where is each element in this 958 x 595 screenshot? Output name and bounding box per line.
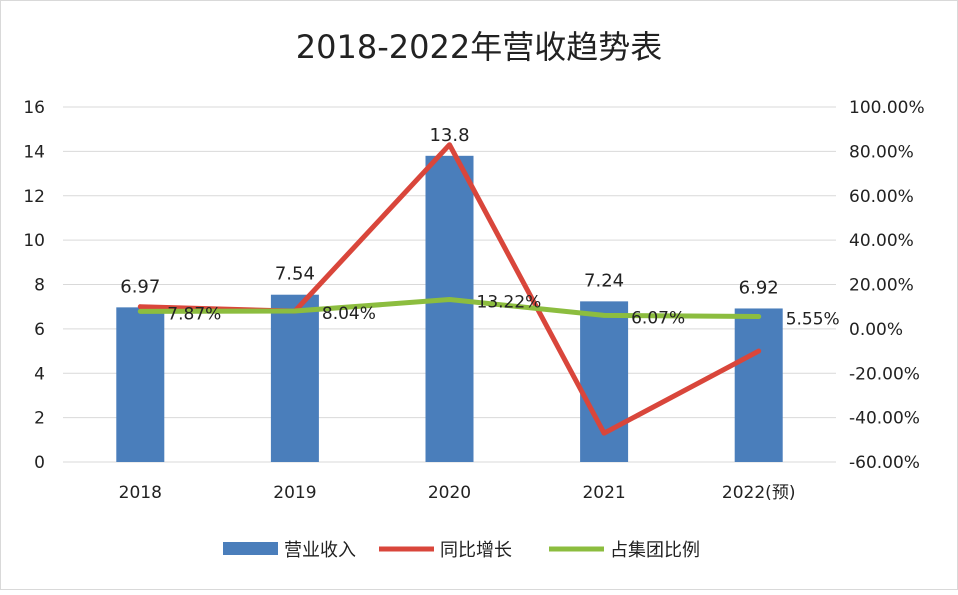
left-tick-label: 0	[34, 453, 45, 473]
left-tick-label: 8	[34, 276, 45, 296]
right-tick-label: -40.00%	[849, 409, 920, 429]
left-tick-label: 10	[23, 231, 45, 251]
line-data-label: 13.22%	[477, 293, 542, 313]
left-tick-label: 12	[23, 187, 45, 207]
bar-2018	[116, 307, 164, 462]
left-tick-label: 4	[34, 364, 45, 384]
legend-label: 营业收入	[284, 540, 356, 561]
x-tick-label: 2018	[119, 483, 162, 503]
bar-2021	[580, 301, 628, 462]
left-tick-label: 16	[23, 98, 45, 118]
left-tick-label: 14	[23, 142, 45, 162]
legend-swatch	[223, 542, 278, 555]
left-tick-label: 6	[34, 320, 45, 340]
line-data-label: 7.87%	[167, 304, 221, 324]
right-tick-label: 40.00%	[849, 231, 914, 251]
x-tick-label: 2022(预)	[722, 483, 796, 503]
right-tick-label: 80.00%	[849, 142, 914, 162]
bar-2019	[271, 295, 319, 462]
bar-data-label: 7.54	[275, 264, 315, 285]
left-tick-label: 2	[34, 409, 45, 429]
right-tick-label: 20.00%	[849, 276, 914, 296]
line-data-label: 8.04%	[322, 304, 376, 324]
bar-data-label: 6.92	[739, 277, 779, 298]
bar-data-label: 6.97	[120, 276, 160, 297]
bar-2022(预)	[735, 308, 783, 462]
right-tick-label: -60.00%	[849, 453, 920, 473]
right-tick-label: 60.00%	[849, 187, 914, 207]
line-data-label: 5.55%	[786, 310, 840, 330]
right-tick-label: 100.00%	[849, 98, 925, 118]
bar-data-label: 13.8	[429, 125, 469, 146]
right-tick-label: 0.00%	[849, 320, 903, 340]
x-tick-label: 2021	[582, 483, 625, 503]
x-tick-label: 2019	[273, 483, 316, 503]
x-tick-label: 2020	[428, 483, 471, 503]
legend-label: 占集团比例	[610, 540, 700, 561]
line-data-label: 6.07%	[631, 308, 685, 328]
chart-title: 2018-2022年营收趋势表	[296, 28, 662, 66]
right-tick-label: -20.00%	[849, 364, 920, 384]
bar-data-label: 7.24	[584, 270, 624, 291]
bar-2020	[426, 156, 474, 462]
legend-label: 同比增长	[440, 540, 512, 561]
